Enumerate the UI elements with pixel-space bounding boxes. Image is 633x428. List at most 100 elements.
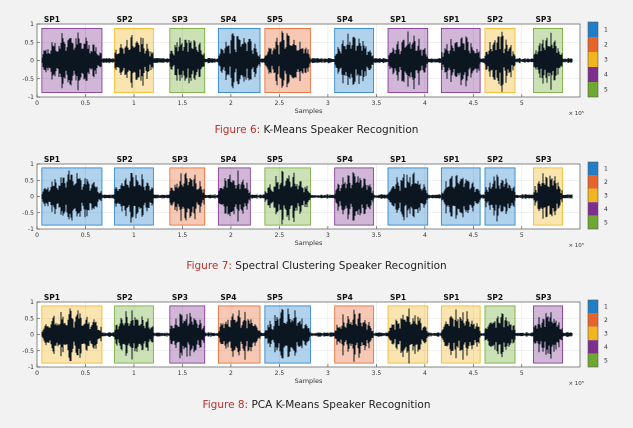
colorbar-swatch [588,22,598,37]
colorbar-label: 4 [604,344,608,351]
segment-label: SP1 [443,15,459,24]
x-exponent-label: × 10⁵ [568,380,584,387]
segment-label: SP4 [220,293,236,302]
colorbar-frame [587,299,599,368]
waveform-path [41,31,573,92]
figure-8-title: PCA K-Means Speaker Recognition [251,399,431,411]
x-tick-label: 3.5 [372,370,382,377]
x-exponent-label: × 10⁵ [568,242,584,249]
figure-7-title: Spectral Clustering Speaker Recognition [235,260,447,272]
x-tick-label: 2.5 [275,100,285,107]
colorbar-swatch [588,37,598,52]
x-tick-label: 2.5 [275,232,285,239]
colorbar-label: 3 [604,57,608,64]
colorbar-swatch [588,52,598,67]
figure-6-panel: SP1 SP2 SP3 SP4 SP5 SP4 SP1 SP1 SP2 SP3 0 0.5 1 1.5 2 2… [0,6,633,122]
segment-label: SP1 [44,155,60,164]
waveform-path [41,308,573,364]
waveform [41,170,573,225]
y-tick-label: -0.5 [22,348,34,355]
figure-7-caption: Figure 7: Spectral Clustering Speaker Re… [0,260,633,272]
x-exponent-label: × 10⁵ [568,110,584,117]
x-tick-label: 0 [35,232,39,239]
kmeans-waveform-chart: SP1 SP2 SP3 SP4 SP5 SP4 SP1 SP1 SP2 SP3 0 0.5 1 1.5 2 2… [22,15,608,117]
colorbar-label: 1 [604,304,608,311]
segment-label: SP4 [337,293,353,302]
colorbar-swatch [588,188,598,203]
figure-8-panel: SP1 SP2 SP3 SP4 SP5 SP4 SP1 SP1 SP2 SP3 0 0.5 1 1.5 2 2… [0,284,633,392]
x-tick-label: 2 [229,232,233,239]
x-tick-label: 2.5 [275,370,285,377]
x-tick-label: 0 [35,100,39,107]
colorbar-label: 3 [604,193,608,200]
x-tick-label: 4 [423,370,427,377]
segment-label: SP2 [487,155,503,164]
figure-6-caption: Figure 6: K-Means Speaker Recognition [0,124,633,136]
segment-label: SP1 [443,293,459,302]
x-tick-label: 1.5 [178,370,188,377]
segment-label: SP3 [172,15,188,24]
spectral-waveform-chart: SP1 SP2 SP3 SP4 SP5 SP4 SP1 SP1 SP2 SP3 0 0.5 1 1.5 2 2… [22,155,608,249]
colorbar-label: 2 [604,42,608,49]
segment-label: SP4 [220,155,236,164]
colorbar-label: 4 [604,206,608,213]
x-tick-label: 0.5 [81,370,91,377]
y-tick-label: 0.5 [24,39,34,46]
figure-6-title: K-Means Speaker Recognition [263,124,419,136]
figure-7-label: Figure 7: [186,260,232,272]
y-tick-label: 1 [30,21,34,28]
segment-label: SP4 [220,15,236,24]
colorbar-frame [587,21,599,98]
y-tick-label: -0.5 [22,76,34,83]
segment-label: SP2 [487,15,503,24]
figure-8-label: Figure 8: [202,399,249,411]
y-tick-label: 0 [30,332,34,339]
segment-label: SP3 [535,293,551,302]
figure-6-label: Figure 6: [214,124,261,136]
colorbar-swatch [588,353,598,367]
colorbar-label: 5 [604,357,608,364]
segment-label: SP3 [535,15,551,24]
y-tick-label: 1 [30,299,34,306]
waveform [41,31,573,92]
x-axis-label: Samples [295,239,323,247]
waveform-path [41,170,573,225]
figure-7-panel: SP1 SP2 SP3 SP4 SP5 SP4 SP1 SP1 SP2 SP3 0 0.5 1 1.5 2 2… [0,146,633,254]
colorbar-swatch [588,67,598,82]
x-tick-label: 1.5 [178,100,188,107]
segment-label: SP1 [390,293,406,302]
y-tick-label: 0.5 [24,177,34,184]
segment-label: SP2 [117,155,133,164]
segment-label: SP3 [535,155,551,164]
segment-label: SP5 [267,155,283,164]
x-tick-label: 3.5 [372,232,382,239]
pca-kmeans-waveform-chart: SP1 SP2 SP3 SP4 SP5 SP4 SP1 SP1 SP2 SP3 0 0.5 1 1.5 2 2… [22,293,608,387]
x-tick-label: 0 [35,370,39,377]
x-tick-label: 0.5 [81,232,91,239]
colorbar-label: 2 [604,179,608,186]
y-tick-label: 0.5 [24,315,34,322]
segment-label: SP1 [443,155,459,164]
segment-label: SP5 [267,293,283,302]
x-tick-label: 4 [423,232,427,239]
colorbar-label: 2 [604,317,608,324]
y-tick-label: -0.5 [22,210,34,217]
colorbar-swatch [588,162,598,176]
colorbar-swatch [588,300,598,314]
x-tick-label: 0.5 [81,100,91,107]
y-tick-label: -1 [28,364,34,371]
colorbar-swatch [588,340,598,354]
y-tick-label: 0 [30,194,34,201]
x-tick-label: 4 [423,100,427,107]
x-axis-label: Samples [295,377,323,385]
x-tick-label: 4.5 [469,232,479,239]
colorbar-label: 1 [604,27,608,34]
segment-label: SP5 [267,15,283,24]
x-tick-label: 1 [132,370,136,377]
segment-label: SP4 [337,155,353,164]
x-tick-label: 3 [326,370,330,377]
x-tick-label: 4.5 [469,370,479,377]
x-tick-label: 5 [520,232,524,239]
x-tick-label: 3.5 [372,100,382,107]
colorbar-swatch [588,313,598,327]
